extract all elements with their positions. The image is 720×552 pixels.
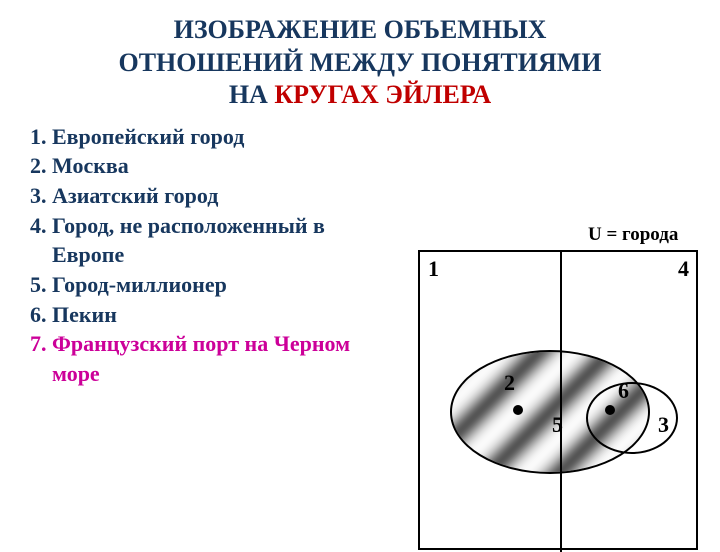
region-label-4: 4 (678, 256, 689, 282)
concept-item-6: Пекин (52, 300, 392, 330)
concept-item-4: Город, не расположенный в Европе (52, 211, 392, 270)
concept-item-7: Французский порт на Черном море (52, 329, 392, 388)
inner-label-2: 2 (504, 370, 515, 396)
title-line-1: ИЗОБРАЖЕНИЕ ОБЪЕМНЫХ (0, 14, 720, 47)
title-line-3-em: КРУГАХ ЭЙЛЕРА (274, 80, 491, 109)
title-line-3-prefix: НА (229, 80, 275, 109)
point-2 (605, 405, 615, 415)
universe-label: U = города (588, 224, 678, 246)
concept-item-1: Европейский город (52, 122, 392, 152)
concept-list: Европейский городМоскваАзиатский городГо… (22, 122, 392, 389)
point-1 (513, 405, 523, 415)
euler-diagram: 1 4 2 5 6 3 (418, 250, 698, 550)
region-label-1: 1 (428, 256, 439, 282)
title-line-3: НА КРУГАХ ЭЙЛЕРА (0, 79, 720, 112)
inner-label-6: 6 (618, 378, 629, 404)
inner-label-5: 5 (552, 412, 563, 438)
concept-ol: Европейский городМоскваАзиатский городГо… (22, 122, 392, 389)
inner-label-3: 3 (658, 412, 669, 438)
title-line-2: ОТНОШЕНИЙ МЕЖДУ ПОНЯТИЯМИ (0, 47, 720, 80)
concept-item-2: Москва (52, 151, 392, 181)
concept-item-5: Город-миллионер (52, 270, 392, 300)
concept-item-3: Азиатский город (52, 181, 392, 211)
main-title: ИЗОБРАЖЕНИЕ ОБЪЕМНЫХ ОТНОШЕНИЙ МЕЖДУ ПОН… (0, 0, 720, 112)
